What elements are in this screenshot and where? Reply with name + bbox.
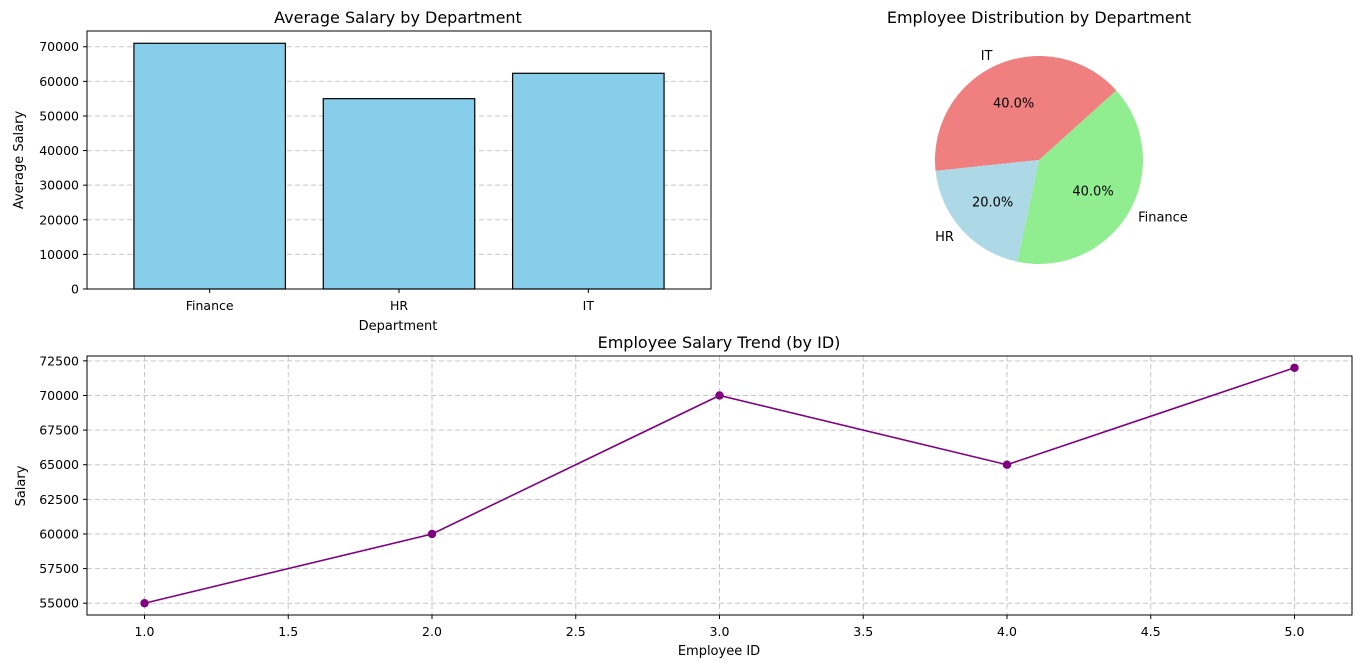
- line-xtick-label: 1.5: [278, 624, 298, 639]
- bar-chart-yticks: 0 10000 20000 30000 40000 50000 60000 70000: [39, 39, 87, 297]
- pie-slice-percent: 40.0%: [993, 96, 1034, 111]
- bar-ytick-label: 70000: [39, 39, 79, 54]
- line-xtick-label: 2.0: [422, 624, 442, 639]
- line-chart-series: [140, 363, 1299, 608]
- line-ytick-label: 62500: [39, 492, 79, 507]
- line-point: [427, 529, 437, 539]
- line-point: [1002, 460, 1012, 469]
- bar-ytick-label: 30000: [39, 178, 79, 193]
- bar-xtick-label: IT: [583, 298, 595, 313]
- line-point: [140, 599, 149, 608]
- line-ytick-label: 70000: [39, 388, 79, 403]
- line-chart-xticks: 1.0 1.5 2.0 2.5 3.0 3.5 4.0 4.5 5.0: [135, 615, 1305, 639]
- line-ytick-label: 72500: [39, 353, 79, 368]
- line-xtick-label: 3.0: [710, 624, 730, 639]
- line-chart-xlabel: Employee ID: [678, 644, 760, 659]
- pie-slice-label: IT: [981, 49, 993, 64]
- bar-chart: Average Salary by Department 0 10000 20000…: [12, 8, 712, 334]
- bar-chart-xticks: Finance HR IT: [186, 289, 595, 313]
- bar: [511, 72, 665, 290]
- line-chart: Employee Salary Trend (by ID) 55000 57500…: [14, 333, 1353, 659]
- line-chart-yticks: 55000 57500 60000 62500 65000 67500 70000 72500: [39, 353, 87, 611]
- bar-xtick-label: Finance: [186, 298, 234, 313]
- line-xtick-label: 2.5: [566, 624, 586, 639]
- bar-ytick-label: 40000: [39, 143, 79, 158]
- line-ytick-label: 55000: [39, 596, 79, 611]
- line-chart-title: Employee Salary Trend (by ID): [598, 333, 841, 352]
- line-point: [715, 391, 724, 400]
- line-ytick-label: 65000: [39, 457, 79, 472]
- pie-chart-slices: [934, 55, 1144, 264]
- pie-chart-labels: 40.0% Finance 40.0% IT 20.0% HR: [935, 49, 1188, 245]
- line-xtick-label: 3.5: [853, 624, 873, 639]
- line-xtick-label: 4.5: [1141, 624, 1161, 639]
- bar-chart-bars: [133, 42, 665, 290]
- bar-xtick-label: HR: [390, 298, 408, 313]
- line-chart-ylabel: Salary: [14, 465, 29, 506]
- bar-ytick-label: 10000: [39, 247, 79, 262]
- line-point: [1290, 363, 1299, 372]
- pie-chart-title: Employee Distribution by Department: [887, 8, 1191, 27]
- bar: [322, 98, 476, 290]
- pie-slice-percent: 20.0%: [972, 195, 1013, 210]
- bar-ytick-label: 0: [71, 282, 79, 297]
- pie-slice-label: Finance: [1138, 211, 1188, 226]
- bar-chart-title: Average Salary by Department: [274, 8, 522, 27]
- line-ytick-label: 67500: [39, 423, 79, 438]
- pie-chart: Employee Distribution by Department 40.0…: [887, 8, 1191, 264]
- pie-slice: [934, 55, 1117, 171]
- bar-chart-xlabel: Department: [359, 319, 438, 334]
- pie-slice: [1017, 90, 1144, 264]
- bar-ytick-label: 60000: [39, 74, 79, 89]
- bar: [133, 42, 286, 290]
- line-xtick-label: 4.0: [997, 624, 1017, 639]
- pie-slice: [935, 160, 1039, 262]
- line-xtick-label: 1.0: [135, 624, 155, 639]
- pie-slice-label: HR: [935, 230, 954, 245]
- line-ytick-label: 57500: [39, 561, 79, 576]
- bar-ytick-label: 50000: [39, 108, 79, 123]
- line-ytick-label: 60000: [39, 526, 79, 541]
- bar-chart-ylabel: Average Salary: [12, 111, 27, 210]
- line-xtick-label: 5.0: [1285, 624, 1305, 639]
- bar-ytick-label: 20000: [39, 212, 79, 227]
- pie-slice-percent: 40.0%: [1072, 185, 1113, 200]
